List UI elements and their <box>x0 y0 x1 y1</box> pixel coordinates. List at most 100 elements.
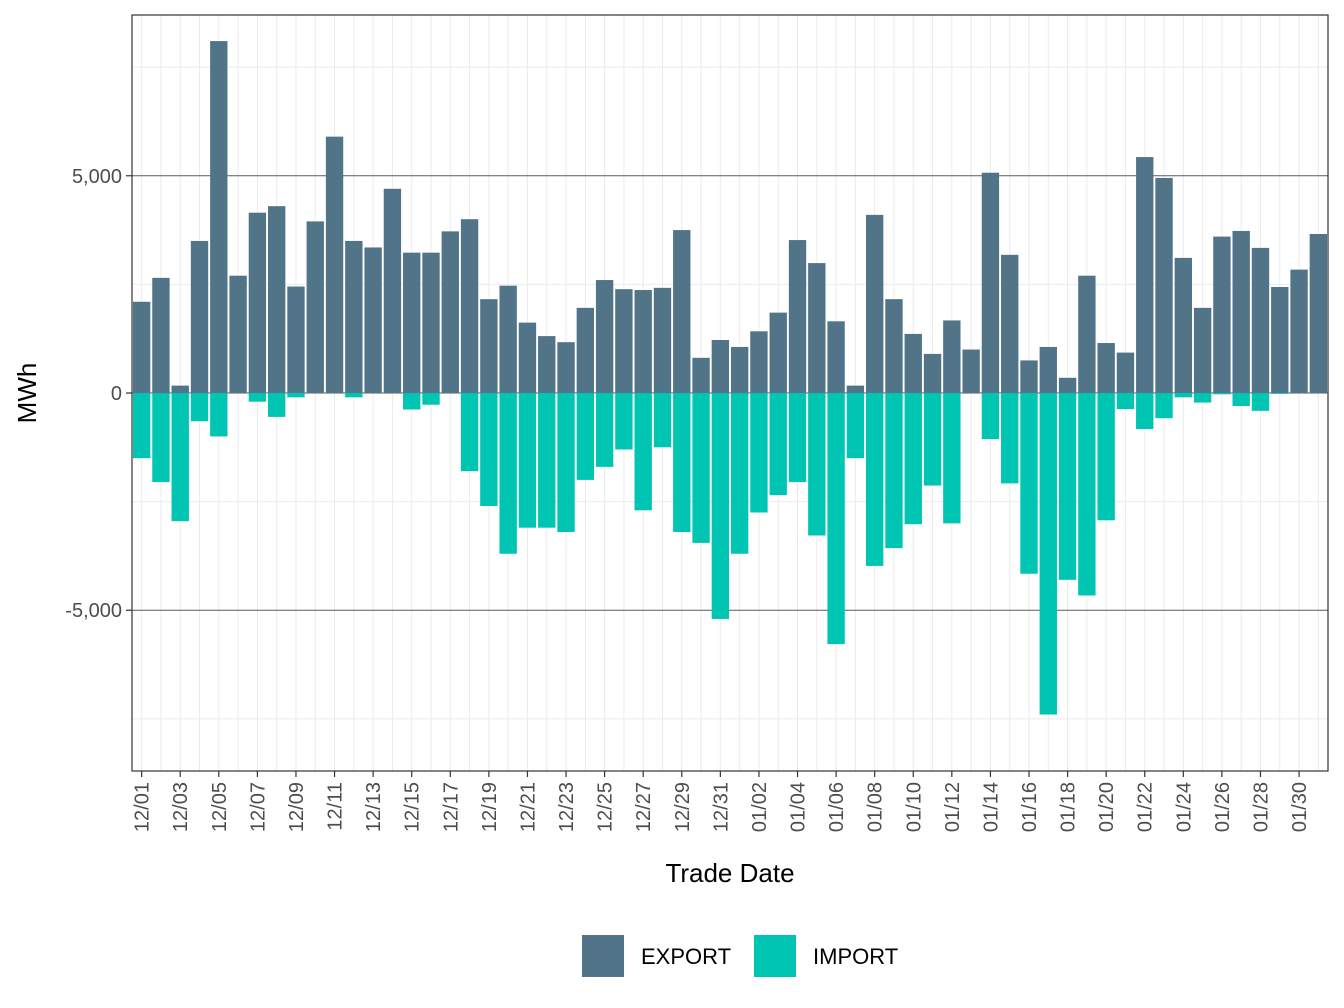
import-bar-01-16 <box>1020 393 1038 574</box>
export-bar-01-29 <box>1271 286 1289 393</box>
import-bar-01-02 <box>750 393 768 513</box>
import-bar-12-29 <box>673 393 691 533</box>
export-legend-label: EXPORT <box>641 944 731 969</box>
import-bar-01-06 <box>827 393 845 645</box>
x-tick-label: 01/06 <box>826 782 848 832</box>
x-tick-label: 01/10 <box>903 782 925 832</box>
export-bar-01-13 <box>962 349 980 393</box>
export-bar-12-25 <box>595 280 614 393</box>
x-tick-label: 01/24 <box>1173 782 1195 832</box>
export-bar-12-15 <box>403 252 421 393</box>
import-bar-12-22 <box>538 393 556 528</box>
import-bar-12-24 <box>576 393 595 480</box>
import-bar-01-12 <box>943 393 961 524</box>
import-bar-01-04 <box>788 393 807 483</box>
x-tick-label: 12/07 <box>247 782 269 832</box>
import-bar-01-11 <box>923 393 942 486</box>
export-legend-key <box>582 935 624 977</box>
x-tick-label: 01/08 <box>865 782 887 832</box>
import-bar-01-09 <box>885 393 903 549</box>
export-bar-01-25 <box>1193 307 1212 393</box>
import-legend-key <box>754 935 796 977</box>
export-bar-12-30 <box>692 357 710 393</box>
export-bar-01-06 <box>827 321 845 393</box>
export-bar-01-31 <box>1309 233 1328 393</box>
x-tick-label: 12/03 <box>170 782 192 832</box>
export-bar-12-16 <box>422 252 440 393</box>
x-tick-label: 01/20 <box>1096 782 1118 832</box>
export-bar-12-29 <box>673 230 691 393</box>
import-bar-01-17 <box>1039 393 1057 715</box>
import-bar-01-18 <box>1058 393 1077 580</box>
import-bar-01-26 <box>1213 393 1231 395</box>
export-bar-01-07 <box>846 385 865 393</box>
export-bar-01-23 <box>1155 177 1173 393</box>
export-bar-12-21 <box>518 322 537 393</box>
export-bar-01-21 <box>1116 352 1135 393</box>
import-bar-12-12 <box>345 393 363 398</box>
x-tick-label: 01/18 <box>1058 782 1080 832</box>
y-tick-label: -5,000 <box>65 600 122 622</box>
import-bar-12-05 <box>210 393 228 437</box>
import-bar-01-22 <box>1136 393 1154 430</box>
import-bar-12-31 <box>711 393 730 619</box>
x-tick-label: 01/16 <box>1019 782 1041 832</box>
x-tick-label: 12/01 <box>132 782 154 832</box>
import-bar-01-05 <box>808 393 826 536</box>
legend: EXPORT IMPORT <box>582 935 898 977</box>
export-bar-01-11 <box>923 353 942 393</box>
x-tick-label: 01/12 <box>942 782 964 832</box>
import-bar-12-08 <box>267 393 286 417</box>
export-bar-01-27 <box>1232 230 1250 393</box>
import-bar-01-21 <box>1116 393 1135 410</box>
export-bar-12-12 <box>345 240 363 393</box>
import-bar-12-28 <box>653 393 672 448</box>
import-bar-12-15 <box>403 393 421 410</box>
export-bar-01-28 <box>1251 247 1270 393</box>
import-bar-12-27 <box>634 393 652 511</box>
x-tick-label: 01/22 <box>1135 782 1157 832</box>
export-bar-12-14 <box>383 188 402 393</box>
export-bar-01-22 <box>1136 157 1154 393</box>
export-bar-12-27 <box>634 290 652 393</box>
x-axis: 12/01 12/03 12/05 12/07 12/09 12/11 12/13 12/15… <box>132 771 1311 832</box>
x-tick-label: 12/05 <box>209 782 231 832</box>
x-tick-label: 01/04 <box>788 782 810 832</box>
import-bar-01-20 <box>1097 393 1115 521</box>
import-bar-12-03 <box>171 393 189 522</box>
x-tick-label: 12/25 <box>595 782 617 832</box>
x-tick-label: 12/13 <box>363 782 385 832</box>
x-tick-label: 12/27 <box>633 782 655 832</box>
import-bar-12-16 <box>422 393 440 405</box>
export-bar-01-03 <box>769 312 787 393</box>
import-bar-12-21 <box>518 393 537 528</box>
export-bar-01-04 <box>788 240 807 393</box>
y-tick-label: 5,000 <box>72 166 122 188</box>
x-tick-label: 01/30 <box>1289 782 1311 832</box>
export-bar-12-26 <box>615 289 633 393</box>
export-bar-01-14 <box>981 172 1000 393</box>
import-bar-12-25 <box>595 393 614 467</box>
export-bar-12-24 <box>576 307 595 393</box>
export-bar-01-09 <box>885 299 903 393</box>
export-bar-01-15 <box>1001 254 1019 393</box>
x-tick-label: 12/17 <box>440 782 462 832</box>
y-axis-title: MWh <box>12 363 42 424</box>
x-tick-label: 01/26 <box>1212 782 1234 832</box>
export-bar-12-17 <box>441 231 459 393</box>
import-bar-01-27 <box>1232 393 1250 407</box>
export-bar-12-09 <box>287 286 305 393</box>
export-bar-12-18 <box>460 219 479 393</box>
import-bar-12-30 <box>692 393 710 543</box>
import-bar-01-24 <box>1174 393 1193 398</box>
export-bar-01-17 <box>1039 346 1057 393</box>
import-bar-12-23 <box>557 393 575 533</box>
export-bar-01-05 <box>808 263 826 393</box>
import-bar-12-02 <box>152 393 170 483</box>
import-bar-01-19 <box>1078 393 1096 596</box>
import-bar-01-15 <box>1001 393 1019 484</box>
import-bar-01-28 <box>1251 393 1270 411</box>
export-bar-01-01 <box>730 346 749 393</box>
export-bar-12-20 <box>499 285 517 393</box>
